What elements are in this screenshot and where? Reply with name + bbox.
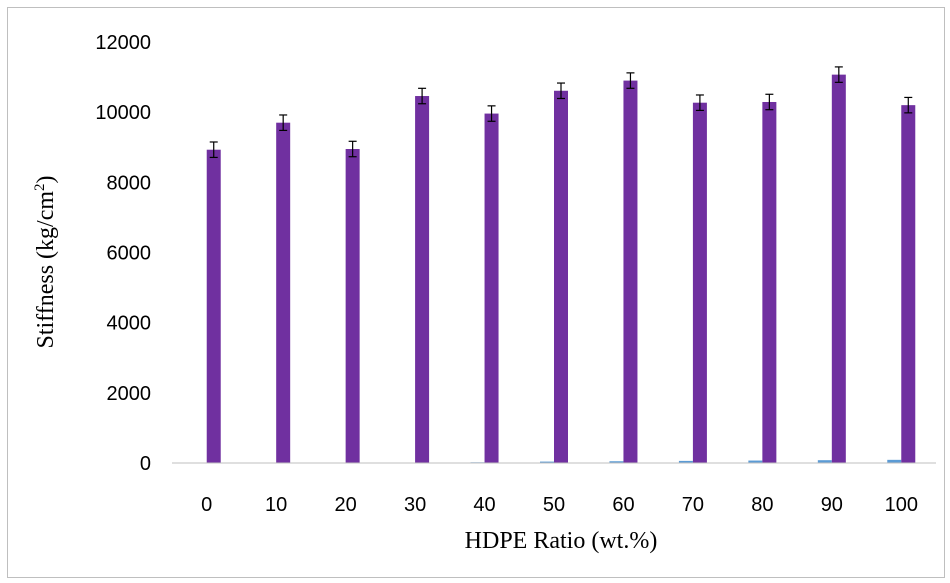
bar-series-2 (901, 105, 916, 464)
bar-series-2 (206, 149, 221, 464)
x-tick-label: 0 (201, 494, 212, 516)
bar-series-1 (817, 460, 832, 463)
x-tick-label: 30 (404, 494, 426, 516)
x-tick-label: 100 (885, 494, 918, 516)
y-tick-label: 10000 (95, 102, 151, 124)
bar-series-2 (623, 80, 638, 463)
y-tick-label: 6000 (107, 243, 152, 265)
x-tick-label: 40 (473, 494, 495, 516)
x-tick-label: 80 (751, 494, 773, 516)
bar-series-2 (554, 90, 568, 463)
x-tick-label: 10 (265, 494, 287, 516)
bar-series-2 (345, 149, 360, 464)
stiffness-chart: 0 2000 4000 6000 8000 10000 12000 0 10 20 30 40 50 6… (32, 32, 936, 554)
x-tick-label: 60 (612, 494, 634, 516)
x-axis-ticks: 0 10 20 30 40 50 60 70 80 90 100 (201, 494, 918, 516)
y-axis-title: Stiffness (kg/cm2) (32, 175, 59, 348)
y-axis-ticks: 0 2000 4000 6000 8000 10000 12000 (95, 32, 151, 475)
y-tick-label: 8000 (107, 172, 152, 194)
bar-series-2 (831, 74, 846, 463)
bar-series-1 (540, 461, 554, 463)
bar-series-1 (609, 461, 624, 463)
x-tick-label: 20 (335, 494, 357, 516)
bar-series-2 (484, 113, 499, 463)
y-tick-label: 12000 (95, 32, 151, 54)
bar-series-2 (762, 101, 777, 464)
bar-series-2 (415, 96, 430, 464)
bar-series-1 (887, 459, 902, 463)
y-tick-label: 0 (140, 453, 151, 475)
y-axis-title-superscript: 2 (32, 183, 48, 191)
chart-frame: 0 2000 4000 6000 8000 10000 12000 0 10 20 30 40 50 6… (7, 7, 945, 578)
y-axis-title-main: Stiffness (kg/cm (33, 191, 59, 349)
x-tick-label: 70 (682, 494, 704, 516)
bar-series-2 (276, 122, 291, 464)
y-axis-title-close: ) (33, 175, 59, 183)
x-tick-label: 90 (821, 494, 843, 516)
y-tick-label: 2000 (107, 383, 152, 405)
y-tick-label: 4000 (107, 313, 152, 335)
x-axis-title: HDPE Ratio (wt.%) (465, 528, 658, 554)
x-tick-label: 50 (543, 494, 565, 516)
bar-series-1 (748, 460, 763, 463)
bars-group (206, 66, 916, 464)
bar-series-1 (678, 460, 693, 463)
bar-series-2 (692, 102, 707, 464)
